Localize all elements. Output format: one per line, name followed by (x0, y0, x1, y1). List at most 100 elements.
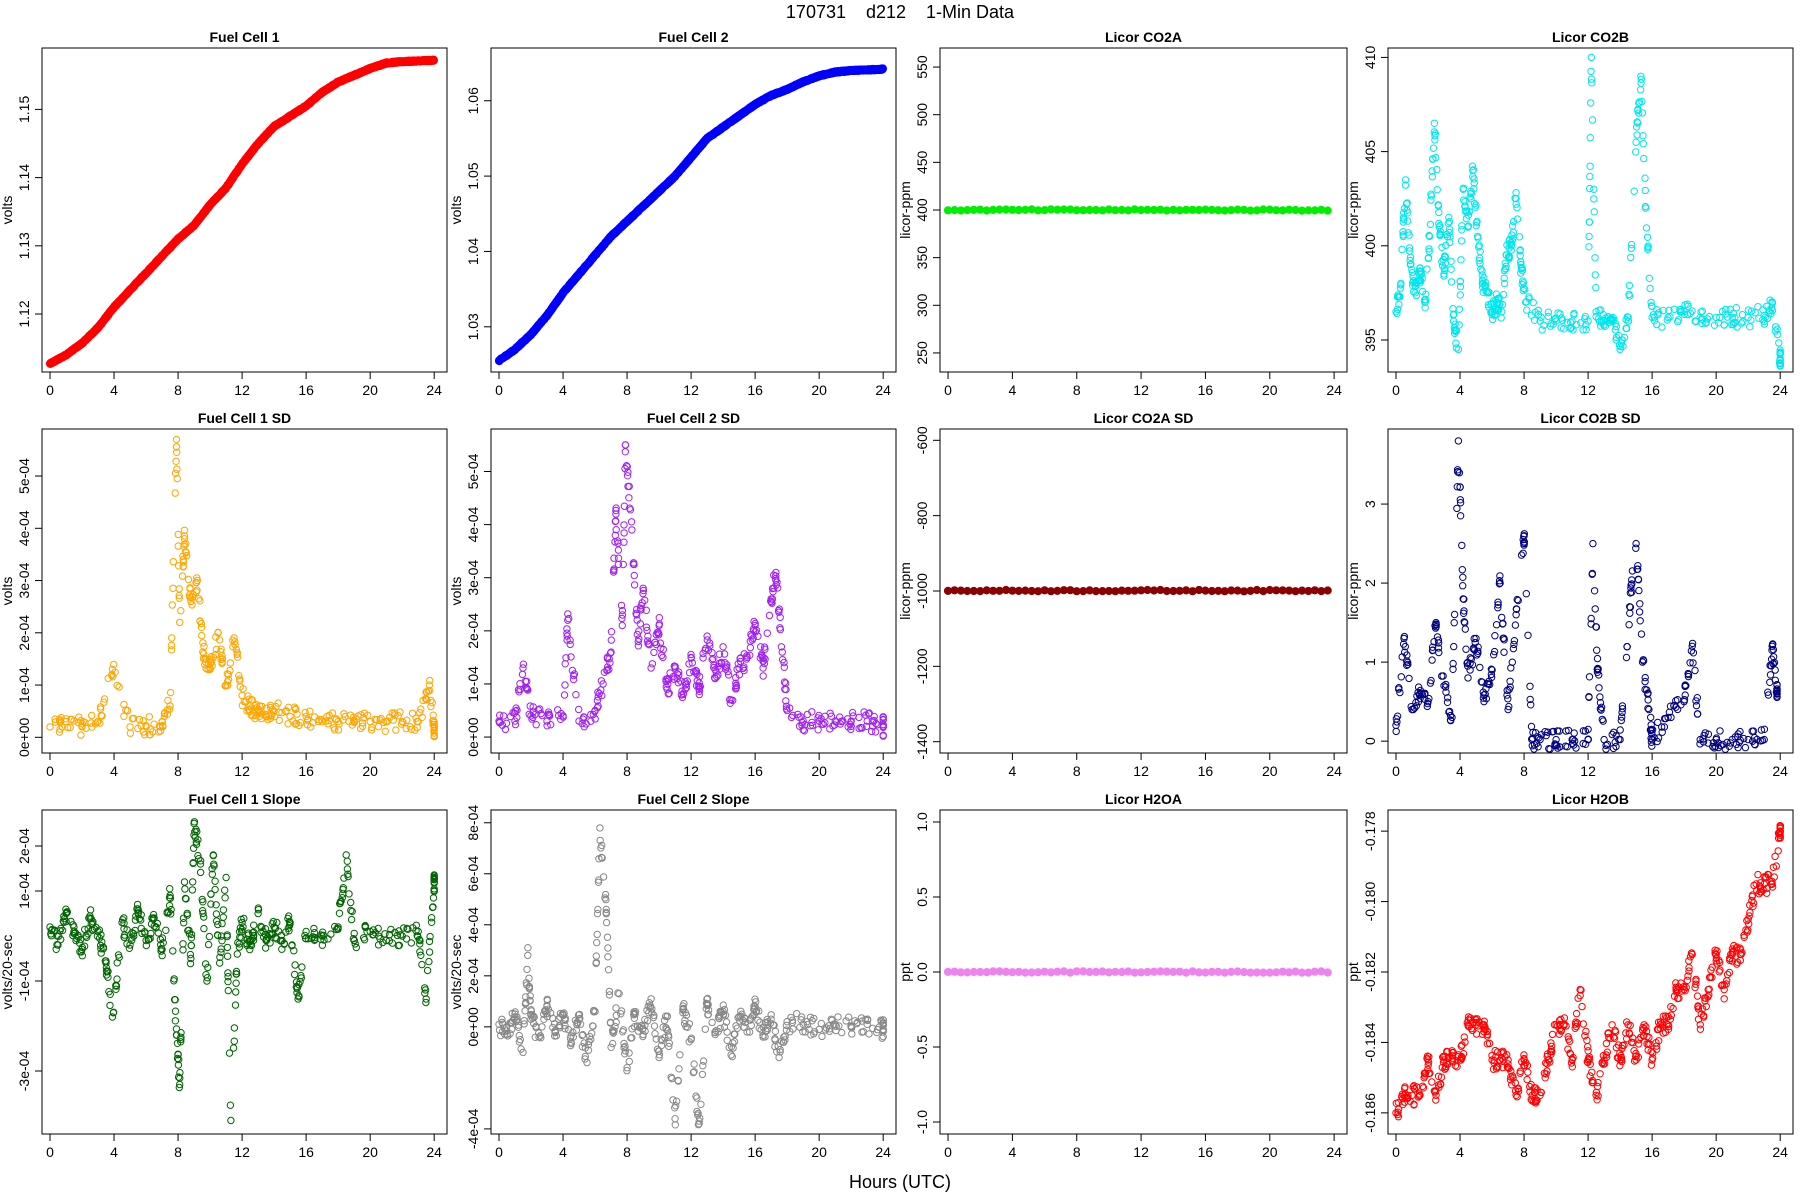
x-tick-label: 20 (1708, 382, 1724, 398)
x-tick-label: 16 (1198, 763, 1214, 779)
data-point (1453, 504, 1461, 513)
data-point (1732, 304, 1741, 312)
series-marks (943, 205, 1332, 215)
panel-title: Fuel Cell 2 SD (647, 410, 740, 426)
data-point (1433, 186, 1441, 194)
panel-title: Fuel Cell 1 (209, 29, 279, 45)
data-point (1588, 116, 1597, 124)
data-point (1524, 631, 1532, 639)
data-point (1646, 284, 1654, 293)
data-point (1444, 694, 1452, 702)
y-tick-label: 3e-04 (465, 560, 481, 596)
data-point (167, 646, 176, 654)
x-tick-label: 0 (944, 763, 952, 779)
data-point (1492, 621, 1501, 629)
data-point (611, 517, 620, 526)
data-point (532, 721, 540, 729)
data-point (1458, 222, 1466, 230)
panel-frame (490, 428, 897, 754)
y-tick-label: 400 (914, 198, 930, 222)
data-point (575, 705, 583, 714)
x-tick-label: 20 (362, 382, 378, 398)
x-tick-label: 16 (298, 382, 314, 398)
figure-title: 170731 d212 1-Min Data (785, 2, 1015, 22)
x-tick-label: 0 (1392, 382, 1400, 398)
data-point (627, 518, 636, 526)
data-point (1616, 726, 1624, 734)
data-point (115, 683, 123, 691)
data-point (1429, 144, 1438, 152)
data-point (374, 722, 383, 731)
x-tick-label: 8 (174, 763, 182, 779)
data-point (46, 723, 54, 731)
y-tick-label: -600 (914, 426, 930, 454)
data-point (1523, 306, 1531, 314)
data-point (1522, 590, 1531, 598)
x-tick-label: 8 (1073, 763, 1081, 779)
data-point (196, 597, 204, 605)
data-point (1124, 206, 1133, 215)
data-point (1636, 600, 1644, 608)
y-tick-label: 0e+00 (465, 717, 481, 757)
y-axis-label: licor-ppm (897, 562, 913, 620)
data-point (1323, 586, 1332, 595)
data-point (1626, 609, 1634, 617)
data-point (658, 651, 666, 660)
data-point (172, 457, 180, 465)
y-tick-label: 0e+00 (16, 717, 32, 757)
y-axis-label: licor-ppm (1345, 562, 1361, 620)
data-point (1519, 549, 1527, 557)
x-tick-label: 20 (362, 763, 378, 779)
data-point (618, 621, 626, 630)
data-point (1459, 582, 1467, 590)
x-tick-label: 24 (426, 763, 442, 779)
data-point (621, 448, 629, 456)
data-point (1431, 136, 1439, 144)
x-tick-label: 16 (1198, 382, 1214, 398)
y-tick-label: 1.12 (16, 300, 32, 327)
data-point (1452, 339, 1460, 347)
y-tick-label: 1.04 (465, 238, 481, 265)
data-point (518, 670, 527, 679)
x-tick-label: 24 (1772, 382, 1788, 398)
data-point (1591, 254, 1599, 262)
data-point (685, 669, 694, 677)
data-point (1590, 587, 1599, 595)
data-point (1500, 648, 1508, 656)
x-tick-label: 12 (234, 382, 250, 398)
x-tick-label: 8 (623, 763, 631, 779)
panel-title: Fuel Cell 1 SD (198, 410, 291, 426)
data-point (1428, 656, 1436, 664)
data-point (1497, 314, 1505, 322)
x-tick-label: 0 (46, 382, 54, 398)
y-tick-label: -1200 (914, 648, 930, 684)
y-tick-label: 410 (1362, 46, 1378, 70)
series-marks (46, 435, 438, 741)
data-point (1438, 243, 1446, 252)
data-point (1681, 691, 1689, 699)
data-point (1507, 664, 1515, 672)
data-point (1590, 185, 1598, 194)
data-point (1641, 677, 1649, 686)
y-tick-label: -800 (914, 501, 930, 529)
data-point (1639, 140, 1648, 148)
x-tick-label: 16 (747, 763, 763, 779)
x-tick-label: 4 (1456, 382, 1464, 398)
data-point (187, 597, 195, 605)
data-point (625, 494, 633, 502)
series-marks (943, 585, 1332, 596)
data-point (1625, 621, 1633, 629)
data-point (1632, 138, 1640, 146)
data-point (1587, 75, 1596, 83)
data-point (176, 618, 184, 627)
data-point (1457, 237, 1466, 245)
x-tick-label: 12 (1133, 763, 1149, 779)
x-tick-label: 12 (1580, 382, 1596, 398)
data-point (1405, 674, 1413, 683)
data-point (429, 56, 438, 65)
data-point (1450, 610, 1459, 619)
